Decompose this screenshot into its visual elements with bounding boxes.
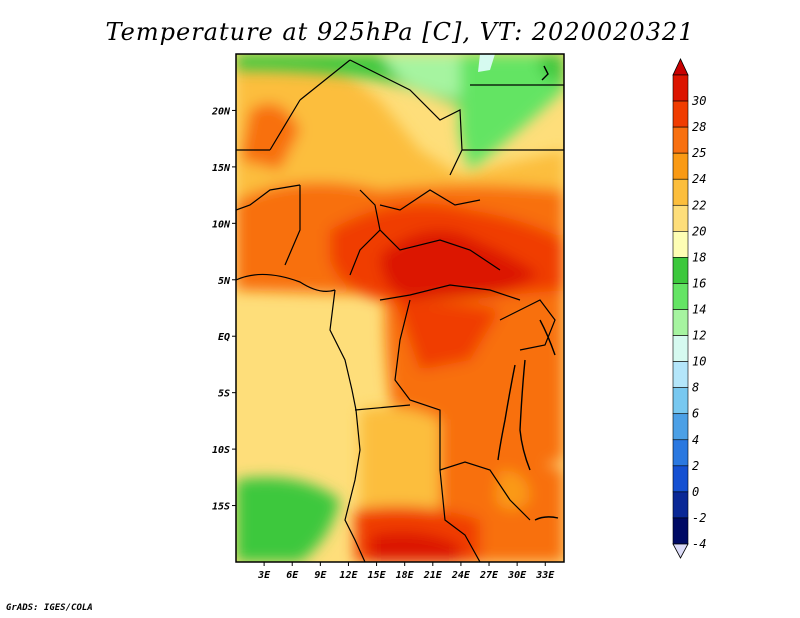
lat-tick-label: 10N	[212, 219, 231, 230]
colorbar-swatch	[672, 283, 689, 310]
colorbar-label: 8	[692, 381, 699, 395]
colorbar-label: 10	[692, 355, 706, 369]
colorbar-swatch	[672, 361, 689, 388]
colorbar-swatch	[672, 439, 689, 467]
lon-tick-label: 3E	[257, 570, 271, 581]
lon-tick-label: 18E	[396, 570, 415, 581]
colorbar-label: 20	[692, 224, 706, 238]
map-frame	[235, 53, 565, 563]
colorbar-label: 28	[692, 120, 706, 134]
lon-tick-label: 15E	[368, 570, 387, 581]
colorbar-swatch	[672, 309, 689, 336]
colorbar-label: 22	[692, 198, 706, 212]
colorbar-label: -4	[692, 537, 706, 551]
colorbar-swatch	[672, 413, 689, 441]
colorbar-swatch	[672, 100, 689, 128]
colorbar-label: 14	[692, 303, 706, 317]
colorbar-swatch	[672, 387, 689, 415]
colorbar-label: 30	[691, 94, 706, 108]
colorbar-swatch	[672, 152, 689, 180]
map-title: Temperature at 925hPa [C], VT: 202002032…	[105, 18, 695, 46]
colorbar-swatch	[672, 517, 689, 545]
colorbar-label: 24	[692, 172, 706, 186]
lon-tick-label: 12E	[339, 570, 358, 581]
colorbar-swatch	[672, 491, 689, 519]
colorbar-swatch	[672, 335, 689, 362]
colorbar-label: 16	[692, 276, 706, 290]
lat-tick-label: 5N	[218, 276, 231, 287]
colorbar-swatch	[672, 126, 689, 154]
colorbar-label: 0	[692, 485, 699, 499]
colorbar-swatch	[672, 465, 689, 493]
lon-tick-label: 21E	[423, 570, 443, 581]
temperature-field	[236, 54, 564, 562]
lon-tick-label: 6E	[286, 570, 299, 581]
lon-tick-label: 30E	[507, 570, 527, 581]
colorbar-top-triangle	[672, 58, 689, 76]
colorbar-label: 25	[692, 146, 706, 160]
colorbar-label: 12	[692, 329, 706, 343]
colorbar-swatch	[672, 178, 689, 206]
lon-tick-label: 24E	[451, 570, 471, 581]
colorbar-label: 2	[692, 459, 699, 473]
lat-tick-label: EQ	[218, 332, 230, 343]
lon-tick-label: 9E	[314, 570, 327, 581]
lon-tick-label: 27E	[479, 570, 499, 581]
lat-tick-label: 15S	[212, 502, 230, 513]
colorbar-swatch	[672, 257, 689, 284]
colorbar-label: 6	[692, 407, 699, 421]
colorbar-label: -2	[692, 511, 706, 525]
credit-text: GrADS: IGES/COLA	[6, 603, 93, 613]
colorbar-bottom-triangle	[672, 543, 689, 559]
longitude-axis: 3E 6E 9E 12E 15E 18E 21E 24E 27E 30E 33E	[257, 562, 555, 581]
lon-tick-label: 33E	[535, 570, 555, 581]
lat-tick-label: 10S	[212, 445, 230, 456]
lat-tick-label: 5S	[218, 389, 230, 400]
colorbar-swatch	[672, 231, 689, 258]
colorbar-swatch	[672, 204, 689, 232]
lat-tick-label: 15N	[212, 163, 231, 174]
colorbar-label: 18	[692, 250, 706, 264]
latitude-axis: 20N 15N 10N 5N EQ 5S 10S 15S	[211, 106, 236, 513]
lat-tick-label: 20N	[211, 106, 231, 117]
colorbar-label: 4	[692, 433, 699, 447]
colorbar-swatch	[672, 74, 689, 102]
